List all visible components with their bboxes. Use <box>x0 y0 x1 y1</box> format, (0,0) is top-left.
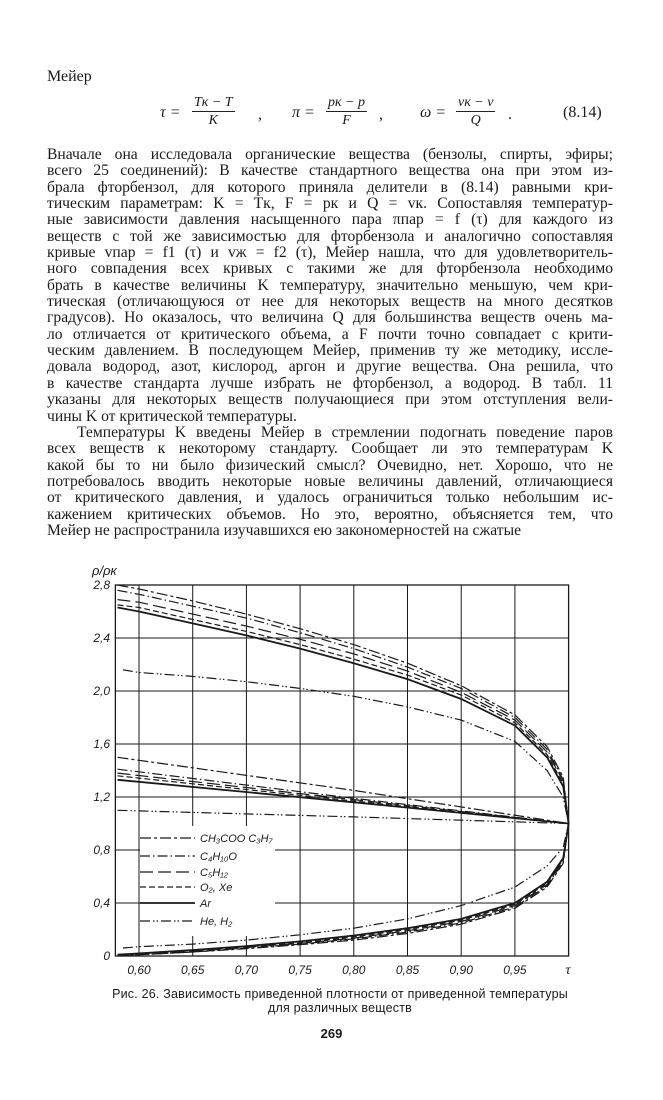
figure-caption: Рис. 26. Зависимость приведенной плотнос… <box>60 987 620 1015</box>
y-tick-label: 0,8 <box>93 843 110 857</box>
text-line: какой бы то ни было физический смысл? Оч… <box>47 456 613 474</box>
tau-numerator: Tк − T <box>192 95 235 112</box>
equation-8-14: τ = Tк − T K , π = pк − p F , ω = vк − v… <box>0 94 663 134</box>
text-line: в качестве стандарта лучше избрать не фт… <box>47 374 613 392</box>
omega-numerator: vк − v <box>456 95 496 112</box>
series-liquid-curve <box>117 589 570 824</box>
text-line: тическим параметрам: K = Tк, F = pк и Q … <box>47 195 613 213</box>
text-line: Вначале она исследовала органические вещ… <box>47 146 613 163</box>
pi-denominator: F <box>342 113 351 128</box>
text-line: ло отличается от критического объема, а … <box>47 325 613 343</box>
omega-denominator: Q <box>470 113 481 128</box>
x-tick-label: 0,90 <box>450 963 474 977</box>
series-liquid-curve <box>117 604 570 824</box>
tau-fraction: Tк − T K <box>192 94 235 129</box>
tau-lhs: τ = <box>160 104 181 121</box>
series-diameter-line <box>117 778 569 825</box>
x-tick-label: 0,95 <box>503 963 527 977</box>
caption-line-2: для различных веществ <box>268 1001 412 1015</box>
x-axis-label: τ <box>565 963 571 978</box>
text-line: ного совпадения всех кривых с такими же … <box>47 260 613 278</box>
paragraph-2: Температуры K введены Мейер в стремлении… <box>47 424 613 540</box>
series-vapor-curve <box>117 823 570 956</box>
text-line: веществ с той же зависимостью для фторбе… <box>47 227 613 245</box>
omega-fraction: vк − v Q <box>456 94 496 129</box>
series-liquid-curve <box>117 599 570 824</box>
legend-label: C₅H₁₂ <box>200 867 229 879</box>
pi-numerator: pк − p <box>326 95 367 112</box>
text-line: тическая (отличающуюся от нее для некото… <box>47 293 613 311</box>
pi-fraction: pк − p F <box>326 94 367 129</box>
text-line: кажением критических объемов. Но это, ве… <box>47 505 613 523</box>
pi-lhs: π = <box>292 104 315 121</box>
x-tick-label: 0,65 <box>181 963 205 977</box>
text-line: довала водород, азот, кислород, аргон и … <box>47 358 613 376</box>
text-line: всех веществ к некоторому стандарту. Соо… <box>47 440 613 458</box>
text-line: всего 25 соединений): В качестве стандар… <box>47 162 613 180</box>
series-liquid-curve <box>117 584 570 824</box>
series-diameter-line <box>117 768 569 825</box>
density-temperature-chart: CH₃COO C₃H₇ C₄H₁₀O C₅H₁₂ O₂, Xe Ar He, H₂ 0,60… <box>91 563 571 978</box>
series-diameter-line <box>117 809 569 825</box>
paragraph-1: Вначале она исследовала органические вещ… <box>47 146 613 425</box>
series-liquid-curve <box>122 669 570 824</box>
y-tick-label: 0,4 <box>93 896 110 910</box>
text-line: указаны для некоторых веществ получающие… <box>47 391 613 409</box>
equation-number: (8.14) <box>563 104 602 121</box>
omega-lhs: ω = <box>420 104 447 121</box>
y-axis-label: ρ/ρк <box>91 563 118 578</box>
tau-denominator: K <box>208 113 218 128</box>
y-tick-label: 0 <box>103 949 110 963</box>
text-line: кривые vпар = f1 (τ) и vж = f2 (τ), Мейе… <box>47 244 613 262</box>
x-tick-label: 0,85 <box>396 963 420 977</box>
text-line: брала фторбензол, для которого приняла д… <box>47 178 613 196</box>
legend-label: O₂, Xe <box>200 882 232 894</box>
y-tick-label: 2,8 <box>92 578 110 592</box>
text-line: ные зависимости давления насыщенного пар… <box>47 211 613 229</box>
y-tick-label: 2,0 <box>92 684 110 698</box>
series-diameter-line <box>117 756 569 825</box>
legend-label: C₄H₁₀O <box>200 851 237 863</box>
text-line: потребовалось вводить некоторые новые ве… <box>47 473 613 491</box>
series-vapor-curve <box>122 823 570 949</box>
text-line: Температуры K введены Мейер в стремлении… <box>77 424 613 441</box>
x-tick-label: 0,60 <box>127 963 151 977</box>
text-line: чины K от критической температуры. <box>47 407 297 425</box>
y-tick-label: 1,6 <box>93 737 110 751</box>
series-liquid-curve <box>117 606 570 824</box>
text-line: брать в качестве величины K температуру,… <box>47 276 613 294</box>
y-tick-label: 2,4 <box>92 631 110 645</box>
text-line: от критического давления, и удалось огра… <box>47 489 613 507</box>
text-line: Мейер не распространила изучавшихся ею з… <box>47 522 521 540</box>
legend-label: He, H₂ <box>200 916 233 928</box>
x-tick-label: 0,80 <box>342 963 366 977</box>
plot-frame <box>114 584 570 957</box>
page-number: 269 <box>320 1026 343 1041</box>
legend-background <box>140 826 275 936</box>
x-tick-label: 0,75 <box>288 963 312 977</box>
running-author: Мейер <box>47 68 92 85</box>
y-tick-label: 1,2 <box>93 790 110 804</box>
caption-line-1: Рис. 26. Зависимость приведенной плотнос… <box>112 987 568 1001</box>
legend-label: Ar <box>199 898 212 910</box>
separator: . <box>508 106 512 123</box>
separator: , <box>379 106 383 123</box>
text-line: градусов). Но оказалось, что величина Q … <box>47 309 613 327</box>
separator: , <box>258 106 262 123</box>
series-vapor-curve <box>117 823 570 956</box>
text-line: ческим давлением. В последующем Мейер, п… <box>47 342 613 360</box>
x-tick-label: 0,70 <box>235 963 259 977</box>
legend-label: CH₃COO C₃H₇ <box>200 833 274 845</box>
